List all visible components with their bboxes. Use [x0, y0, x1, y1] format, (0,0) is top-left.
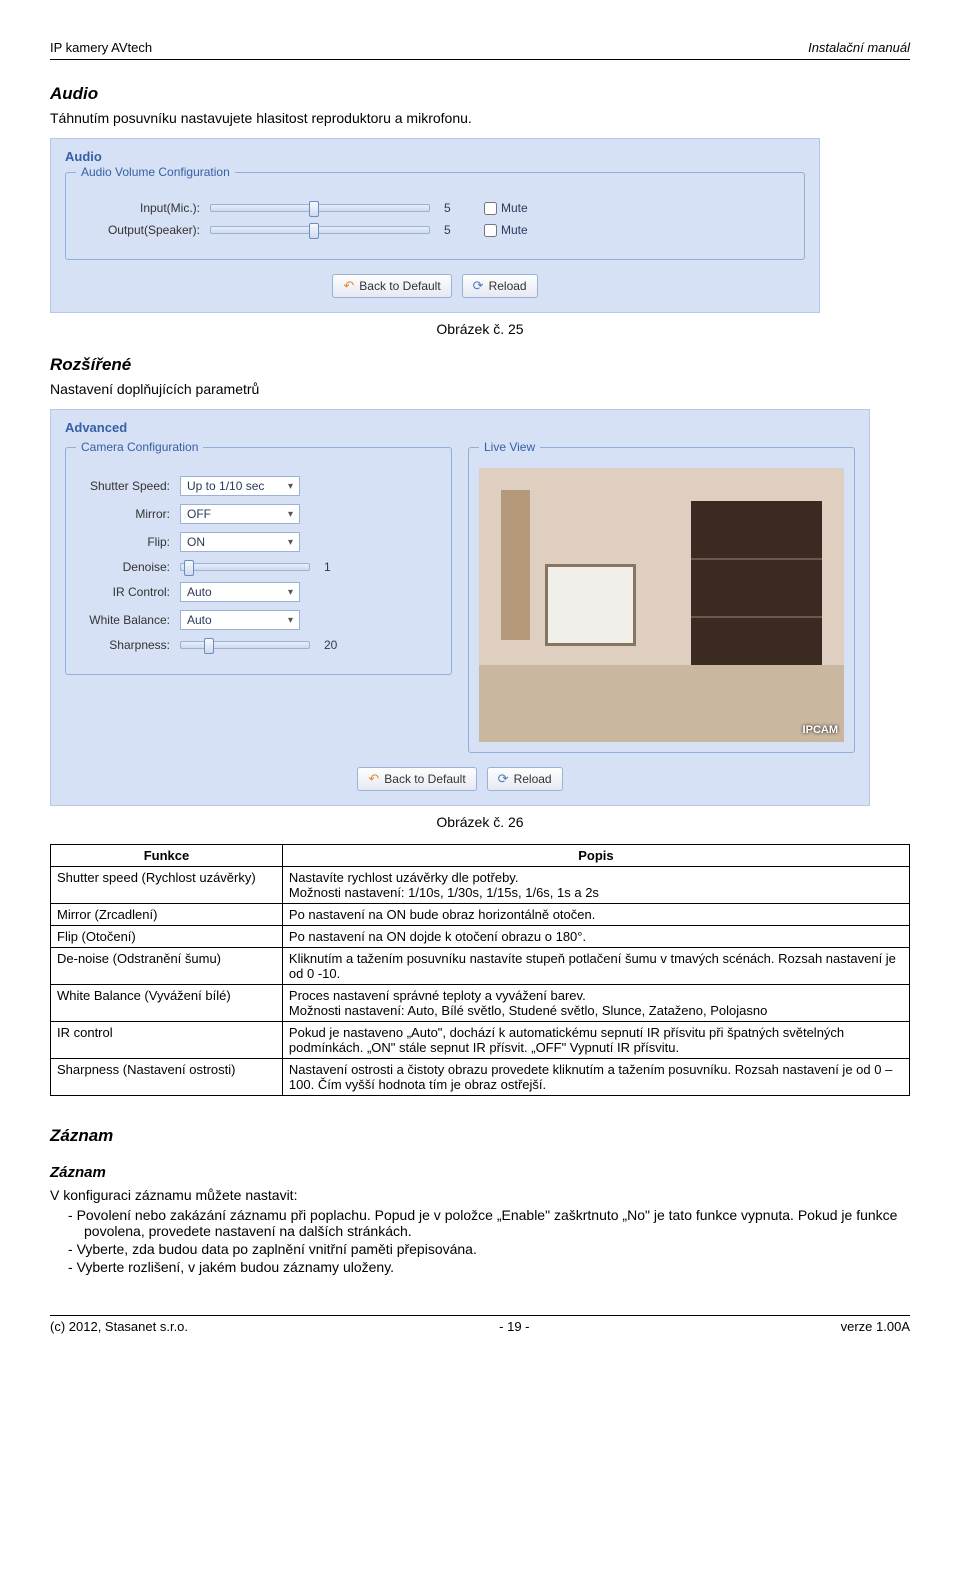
th-function: Funkce: [51, 844, 283, 866]
advanced-heading: Rozšířené: [50, 355, 910, 375]
output-slider[interactable]: [210, 226, 430, 234]
function-table: Funkce Popis Shutter speed (Rychlost uzá…: [50, 844, 910, 1096]
header-left: IP kamery AVtech: [50, 40, 152, 55]
input-label: Input(Mic.):: [80, 201, 210, 215]
reload-button[interactable]: ⟳Reload: [462, 274, 538, 298]
table-cell: White Balance (Vyvážení bílé): [51, 984, 283, 1021]
flip-label: Flip:: [80, 535, 180, 549]
table-cell: Sharpness (Nastavení ostrosti): [51, 1058, 283, 1095]
live-preview: IPCAM: [479, 468, 844, 742]
chevron-down-icon: ▾: [288, 481, 293, 492]
flip-select[interactable]: ON▾: [180, 532, 300, 552]
list-item: Vyberte, zda budou data po zaplnění vnit…: [84, 1241, 910, 1257]
reload-button[interactable]: ⟳Reload: [487, 767, 563, 791]
table-cell: Pokud je nastaveno „Auto", dochází k aut…: [282, 1021, 909, 1058]
advanced-panel-title: Advanced: [65, 420, 855, 435]
audio-fieldset-legend: Audio Volume Configuration: [76, 165, 235, 179]
sharpness-label: Sharpness:: [80, 638, 180, 652]
live-tag: IPCAM: [803, 724, 838, 736]
table-cell: Nastavíte rychlost uzávěrky dle potřeby.…: [282, 866, 909, 903]
chevron-down-icon: ▾: [288, 587, 293, 598]
reload-icon: ⟳: [498, 771, 509, 787]
ir-label: IR Control:: [80, 585, 180, 599]
table-cell: Po nastavení na ON dojde k otočení obraz…: [282, 925, 909, 947]
chevron-down-icon: ▾: [288, 615, 293, 626]
th-description: Popis: [282, 844, 909, 866]
back-to-default-button[interactable]: ↶Back to Default: [332, 274, 451, 298]
figure-26-caption: Obrázek č. 26: [50, 814, 910, 830]
chevron-down-icon: ▾: [288, 537, 293, 548]
record-heading-1: Záznam: [50, 1126, 910, 1146]
table-cell: De-noise (Odstranění šumu): [51, 947, 283, 984]
wb-label: White Balance:: [80, 613, 180, 627]
sharpness-slider[interactable]: [180, 641, 310, 649]
table-cell: Po nastavení na ON bude obraz horizontál…: [282, 903, 909, 925]
document-header: IP kamery AVtech Instalační manuál: [50, 40, 910, 55]
shutter-label: Shutter Speed:: [80, 479, 180, 493]
live-view-legend: Live View: [479, 440, 540, 454]
advanced-panel: Advanced Camera Configuration Shutter Sp…: [50, 409, 870, 806]
figure-25-caption: Obrázek č. 25: [50, 321, 910, 337]
table-cell: Proces nastavení správné teploty a vyváž…: [282, 984, 909, 1021]
wb-select[interactable]: Auto▾: [180, 610, 300, 630]
live-view-fieldset: Live View IPCAM: [468, 447, 855, 753]
audio-volume-fieldset: Audio Volume Configuration Input(Mic.): …: [65, 172, 805, 260]
reload-icon: ⟳: [473, 278, 484, 294]
shutter-select[interactable]: Up to 1/10 sec▾: [180, 476, 300, 496]
input-value: 5: [444, 201, 464, 215]
table-cell: IR control: [51, 1021, 283, 1058]
advanced-intro: Nastavení doplňujících parametrů: [50, 381, 910, 397]
document-footer: (c) 2012, Stasanet s.r.o. - 19 - verze 1…: [50, 1315, 910, 1334]
denoise-value: 1: [324, 560, 344, 574]
table-cell: Shutter speed (Rychlost uzávěrky): [51, 866, 283, 903]
back-to-default-button[interactable]: ↶Back to Default: [357, 767, 476, 791]
back-icon: ↶: [343, 278, 354, 294]
table-cell: Nastavení ostrosti a čistoty obrazu prov…: [282, 1058, 909, 1095]
table-cell: Mirror (Zrcadlení): [51, 903, 283, 925]
advanced-btn-row: ↶Back to Default ⟳Reload: [65, 767, 855, 791]
list-item: Vyberte rozlišení, v jakém budou záznamy…: [84, 1259, 910, 1275]
header-right: Instalační manuál: [808, 40, 910, 55]
input-row: Input(Mic.): 5 Mute: [80, 201, 790, 215]
camera-config-legend: Camera Configuration: [76, 440, 203, 454]
table-cell: Flip (Otočení): [51, 925, 283, 947]
camera-config-fieldset: Camera Configuration Shutter Speed:Up to…: [65, 447, 452, 675]
audio-heading: Audio: [50, 84, 910, 104]
sharpness-value: 20: [324, 638, 344, 652]
mirror-label: Mirror:: [80, 507, 180, 521]
record-heading-2: Záznam: [50, 1164, 910, 1181]
denoise-slider[interactable]: [180, 563, 310, 571]
denoise-label: Denoise:: [80, 560, 180, 574]
footer-center: - 19 -: [499, 1319, 529, 1334]
output-value: 5: [444, 223, 464, 237]
output-mute-checkbox[interactable]: Mute: [484, 223, 528, 237]
footer-right: verze 1.00A: [841, 1319, 910, 1334]
record-list: Povolení nebo zakázání záznamu při popla…: [50, 1207, 910, 1275]
audio-btn-row: ↶Back to Default ⟳Reload: [65, 274, 805, 298]
output-label: Output(Speaker):: [80, 223, 210, 237]
audio-panel: Audio Audio Volume Configuration Input(M…: [50, 138, 820, 313]
footer-left: (c) 2012, Stasanet s.r.o.: [50, 1319, 188, 1334]
audio-panel-title: Audio: [65, 149, 805, 164]
chevron-down-icon: ▾: [288, 509, 293, 520]
header-rule: [50, 59, 910, 60]
audio-intro: Táhnutím posuvníku nastavujete hlasitost…: [50, 110, 910, 126]
table-cell: Kliknutím a tažením posuvníku nastavíte …: [282, 947, 909, 984]
list-item: Povolení nebo zakázání záznamu při popla…: [84, 1207, 910, 1239]
input-slider[interactable]: [210, 204, 430, 212]
output-row: Output(Speaker): 5 Mute: [80, 223, 790, 237]
mirror-select[interactable]: OFF▾: [180, 504, 300, 524]
ir-select[interactable]: Auto▾: [180, 582, 300, 602]
record-intro: V konfiguraci záznamu můžete nastavit:: [50, 1187, 910, 1203]
input-mute-checkbox[interactable]: Mute: [484, 201, 528, 215]
back-icon: ↶: [368, 771, 379, 787]
